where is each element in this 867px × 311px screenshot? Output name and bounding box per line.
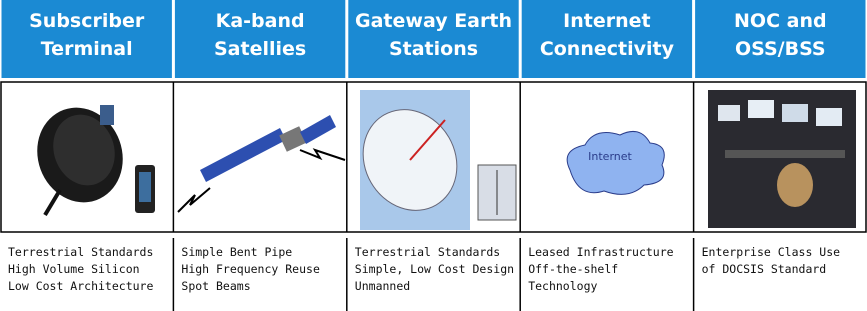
column-title: Ka-band [216, 10, 305, 32]
feature-text: Spot Beams [181, 279, 250, 293]
terminal-illustration [24, 96, 155, 215]
feature-text: Leased Infrastructure [528, 245, 673, 259]
feature-text: Low Cost Architecture [8, 279, 153, 293]
column-title: Connectivity [540, 38, 675, 60]
column-title: Internet [563, 10, 650, 32]
feature-text: Unmanned [355, 279, 410, 293]
noc-illustration [708, 90, 856, 228]
column-title: Stations [389, 38, 478, 60]
column-title: Terminal [41, 38, 133, 60]
diagram: Internet Subscriber Terminal Terrestrial S… [0, 0, 867, 311]
feature-text: High Volume Silicon [8, 262, 140, 276]
cloud-illustration: Internet [567, 131, 664, 194]
feature-text: Enterprise Class Use [702, 245, 841, 259]
feature-text: Simple, Low Cost Design [355, 262, 514, 276]
feature-text: Technology [528, 279, 597, 293]
feature-text: Terrestrial Standards [8, 245, 153, 259]
column-title: Satellies [214, 38, 306, 60]
feature-text: Simple Bent Pipe [181, 245, 292, 259]
column-title: OSS/BSS [735, 38, 826, 60]
feature-text: of DOCSIS Standard [702, 262, 827, 276]
feature-text: High Frequency Reuse [181, 262, 320, 276]
column-title: Gateway Earth [355, 10, 512, 32]
column-title: NOC and [734, 10, 827, 32]
satellite-illustration [178, 115, 345, 212]
gateway-illustration [345, 90, 516, 230]
feature-text: Off-the-shelf [528, 262, 618, 276]
feature-text: Terrestrial Standards [355, 245, 500, 259]
column-title: Subscriber [29, 10, 145, 32]
cloud-label: Internet [588, 150, 632, 163]
